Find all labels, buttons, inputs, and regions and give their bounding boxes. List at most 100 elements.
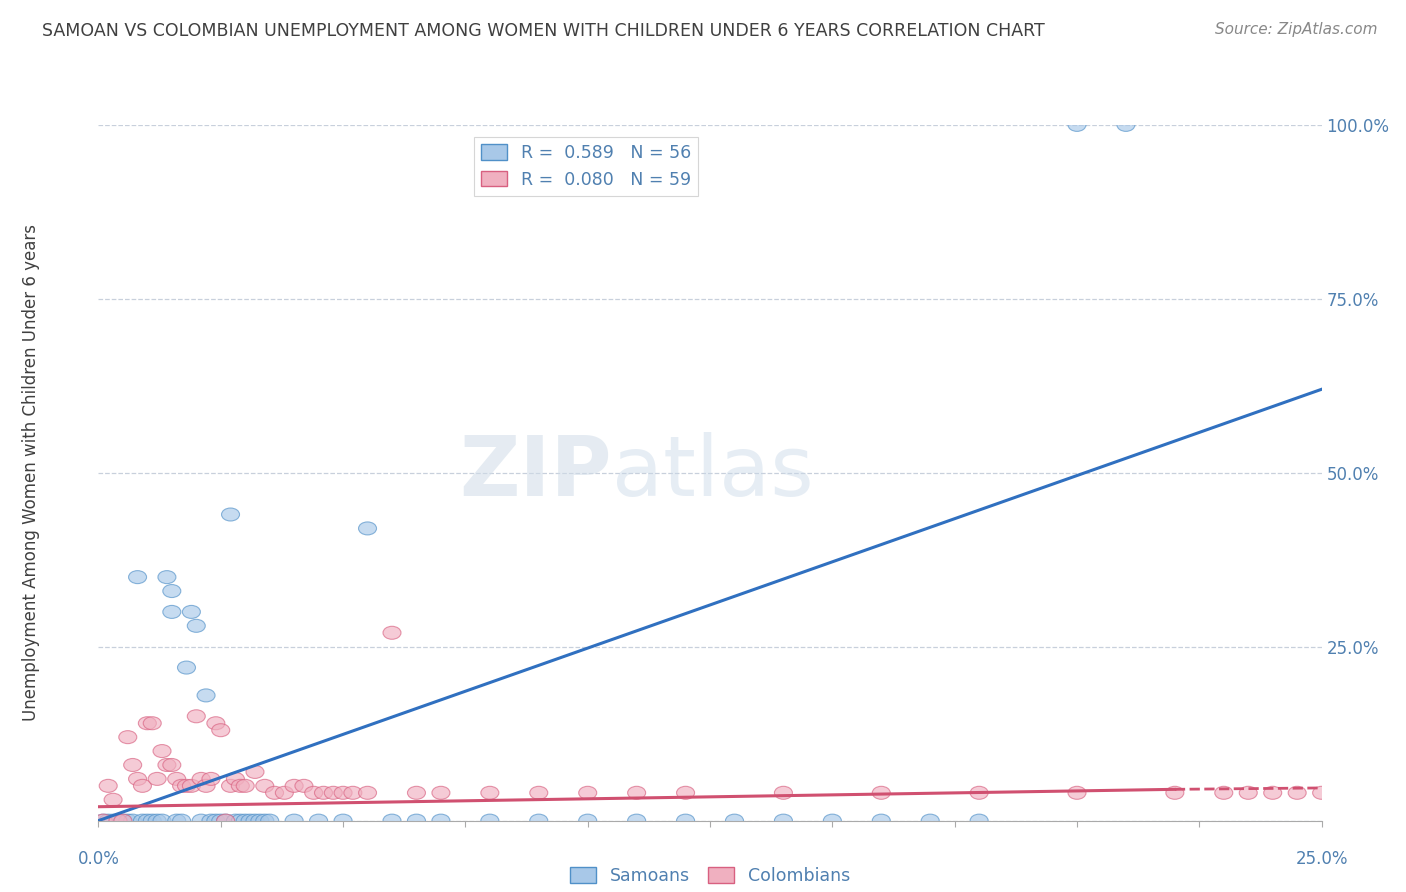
Ellipse shape [134,814,152,827]
Ellipse shape [148,772,166,785]
Ellipse shape [114,814,132,827]
Ellipse shape [676,787,695,799]
Ellipse shape [236,814,254,827]
Ellipse shape [217,814,235,827]
Ellipse shape [197,689,215,702]
Ellipse shape [143,814,162,827]
Ellipse shape [124,814,142,827]
Ellipse shape [335,814,352,827]
Ellipse shape [226,814,245,827]
Ellipse shape [212,814,229,827]
Ellipse shape [173,780,191,792]
Ellipse shape [1166,787,1184,799]
Ellipse shape [344,787,361,799]
Ellipse shape [183,780,201,792]
Ellipse shape [110,814,127,827]
Text: 0.0%: 0.0% [77,850,120,868]
Ellipse shape [177,780,195,792]
Ellipse shape [250,814,269,827]
Ellipse shape [1239,787,1257,799]
Ellipse shape [207,814,225,827]
Ellipse shape [128,772,146,785]
Ellipse shape [240,814,259,827]
Legend: Samoans, Colombians: Samoans, Colombians [564,860,856,892]
Ellipse shape [202,772,219,785]
Ellipse shape [104,814,122,827]
Ellipse shape [202,814,219,827]
Ellipse shape [824,814,841,827]
Ellipse shape [217,814,235,827]
Ellipse shape [232,780,249,792]
Ellipse shape [153,814,172,827]
Ellipse shape [725,814,744,827]
Ellipse shape [530,787,548,799]
Ellipse shape [193,814,209,827]
Ellipse shape [970,787,988,799]
Ellipse shape [408,787,426,799]
Ellipse shape [276,787,294,799]
Ellipse shape [94,814,112,827]
Ellipse shape [134,780,152,792]
Text: atlas: atlas [612,433,814,513]
Ellipse shape [359,787,377,799]
Text: ZIP: ZIP [460,433,612,513]
Ellipse shape [157,571,176,583]
Ellipse shape [157,758,176,772]
Ellipse shape [325,787,342,799]
Ellipse shape [432,814,450,827]
Ellipse shape [118,814,136,827]
Ellipse shape [530,814,548,827]
Text: SAMOAN VS COLOMBIAN UNEMPLOYMENT AMONG WOMEN WITH CHILDREN UNDER 6 YEARS CORRELA: SAMOAN VS COLOMBIAN UNEMPLOYMENT AMONG W… [42,22,1045,40]
Ellipse shape [627,787,645,799]
Ellipse shape [167,772,186,785]
Ellipse shape [148,814,166,827]
Ellipse shape [232,814,249,827]
Ellipse shape [187,710,205,723]
Ellipse shape [579,814,596,827]
Ellipse shape [1313,787,1330,799]
Ellipse shape [382,814,401,827]
Ellipse shape [260,814,278,827]
Ellipse shape [1069,787,1085,799]
Ellipse shape [256,780,274,792]
Ellipse shape [118,731,136,744]
Ellipse shape [173,814,191,827]
Ellipse shape [222,780,239,792]
Ellipse shape [236,780,254,792]
Ellipse shape [382,626,401,640]
Ellipse shape [167,814,186,827]
Ellipse shape [138,814,156,827]
Ellipse shape [627,814,645,827]
Ellipse shape [309,814,328,827]
Ellipse shape [408,814,426,827]
Ellipse shape [335,787,352,799]
Ellipse shape [266,787,284,799]
Ellipse shape [193,772,209,785]
Ellipse shape [163,606,181,618]
Ellipse shape [359,522,377,535]
Ellipse shape [100,814,117,827]
Ellipse shape [226,772,245,785]
Ellipse shape [163,758,181,772]
Ellipse shape [676,814,695,827]
Ellipse shape [285,814,304,827]
Ellipse shape [481,814,499,827]
Text: Source: ZipAtlas.com: Source: ZipAtlas.com [1215,22,1378,37]
Ellipse shape [246,765,264,779]
Ellipse shape [1288,787,1306,799]
Ellipse shape [305,787,323,799]
Ellipse shape [104,793,122,806]
Ellipse shape [1264,787,1282,799]
Text: 25.0%: 25.0% [1295,850,1348,868]
Ellipse shape [285,780,304,792]
Ellipse shape [110,814,127,827]
Ellipse shape [187,619,205,632]
Ellipse shape [579,787,596,799]
Ellipse shape [775,787,793,799]
Ellipse shape [163,584,181,598]
Ellipse shape [315,787,332,799]
Ellipse shape [153,745,172,757]
Ellipse shape [246,814,264,827]
Ellipse shape [1069,119,1085,131]
Ellipse shape [177,661,195,674]
